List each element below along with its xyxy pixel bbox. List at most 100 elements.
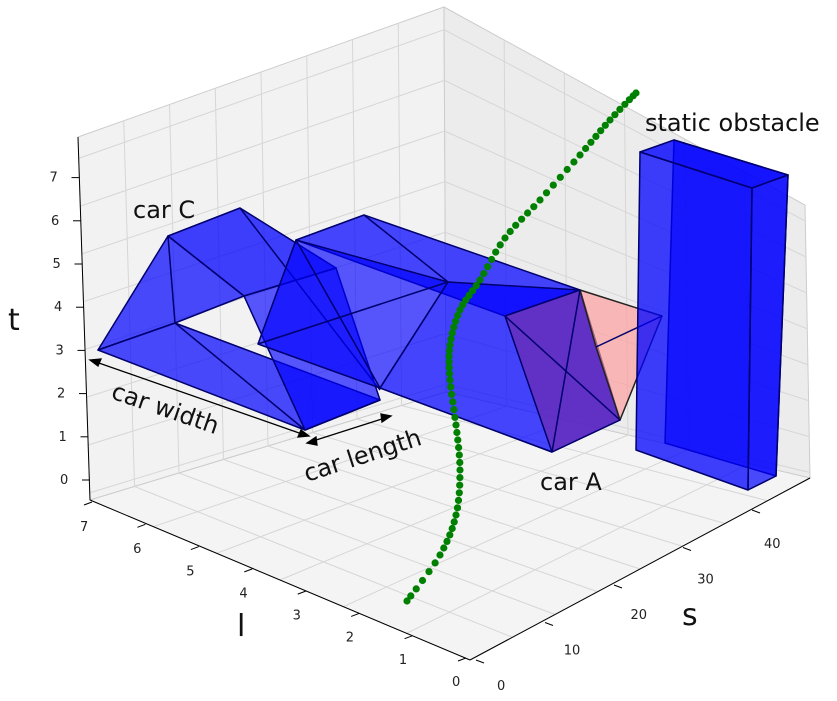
trajectory-point (448, 390, 456, 398)
trajectory-point (556, 173, 564, 181)
trajectory-point (453, 428, 461, 437)
trajectory-point (563, 165, 571, 174)
car-c-edge (174, 322, 306, 431)
trajectory-point (476, 276, 484, 284)
trajectory-point (587, 138, 595, 146)
grid-line (216, 420, 568, 554)
trajectory-point (445, 370, 454, 378)
trajectory-point (453, 504, 462, 512)
trajectory-point (451, 413, 459, 421)
trajectory-point (621, 100, 629, 108)
t-tick-label: 3 (56, 343, 64, 358)
trajectory-point (492, 248, 500, 256)
axis-lines (77, 136, 811, 661)
trajectory-point (469, 287, 477, 295)
car-a-edge (504, 315, 621, 421)
t-tick-label: 7 (50, 171, 58, 186)
grid-line (406, 463, 750, 634)
s-axis-line (469, 477, 811, 661)
trajectory-point (488, 255, 496, 264)
s-tick-mark (751, 509, 761, 514)
static-obstacle-label: static obstacle (645, 109, 820, 137)
trajectory-point (450, 406, 458, 414)
l-tick-label: 2 (346, 631, 354, 646)
t-tick-label: 1 (59, 430, 67, 445)
trajectory-point (455, 443, 463, 452)
t-tick-label: 6 (51, 214, 59, 229)
l-tick-mark (83, 501, 93, 506)
car-a-box (257, 214, 663, 453)
trajectory-point (576, 151, 584, 159)
dimension-arrows (88, 358, 393, 446)
grid-line (153, 405, 507, 528)
trajectory-point (601, 121, 609, 129)
x-axis-title: l (237, 609, 245, 644)
trajectory-point (407, 592, 415, 600)
s-tick-mark (475, 659, 485, 664)
trajectory-point (570, 158, 578, 166)
l-tick-mark (244, 568, 253, 573)
trajectory-point (412, 585, 420, 593)
l-tick-label: 7 (80, 520, 88, 535)
trajectory-point (446, 341, 454, 349)
trajectory-point (530, 203, 538, 211)
l-tick-mark (190, 546, 200, 551)
trajectory-point (403, 597, 411, 605)
s-tick-label: 30 (697, 573, 714, 588)
trajectory-point (524, 209, 532, 217)
l-tick-label: 6 (133, 542, 141, 557)
trajectory-point (446, 531, 454, 539)
s-tick-mark (544, 622, 554, 626)
car-width-arrow (95, 361, 303, 435)
l-tick-mark (350, 612, 360, 617)
trajectory-point (452, 317, 460, 325)
t-axis-line (77, 136, 91, 501)
trajectory-point (445, 352, 453, 360)
s-tick-label: 20 (631, 608, 648, 623)
trajectory-point (536, 196, 544, 204)
trajectory (403, 89, 640, 605)
t-tick-label: 0 (60, 473, 68, 488)
s-tick-mark (682, 547, 692, 551)
trajectory-point (506, 227, 514, 236)
trajectory-point (447, 383, 455, 391)
t-tick-label: 2 (57, 387, 65, 402)
trajectory-point (452, 511, 460, 519)
s-tick-label: 10 (564, 644, 581, 659)
trajectory-point (542, 189, 551, 197)
l-tick-label: 0 (452, 675, 460, 690)
trajectory-point (443, 537, 451, 546)
l-tick-mark (457, 657, 467, 662)
car-length-arrowhead (305, 435, 318, 446)
trajectory-point (448, 524, 456, 533)
trajectory-point (496, 241, 504, 249)
l-tick-label: 3 (293, 609, 301, 624)
car-length-arrow (312, 417, 386, 442)
trajectory-point (592, 132, 600, 140)
car-a-edge (551, 289, 581, 453)
trajectory-point (454, 436, 462, 444)
l-tick-mark (297, 590, 306, 595)
car-width-arrowhead (88, 358, 103, 368)
car-a-label: car A (540, 468, 602, 496)
trajectory-point (512, 221, 520, 229)
grid-line (343, 448, 689, 608)
static-obstacle-box (635, 139, 789, 491)
trajectory-point (480, 270, 488, 278)
trajectory-point (445, 358, 453, 366)
trajectory-point (450, 518, 458, 526)
trajectory-point (452, 421, 460, 429)
car-c-label: car C (133, 196, 195, 224)
s-tick-label: 40 (764, 537, 781, 552)
trajectory-point (456, 458, 464, 467)
trajectory-point (518, 215, 526, 223)
y-axis-title: s (682, 598, 698, 633)
trajectory-point (448, 329, 456, 337)
trajectory-point (447, 335, 455, 343)
trajectory-point (450, 323, 458, 331)
trajectory-point (446, 376, 454, 384)
car-a-edge (257, 281, 449, 345)
trajectory-point (456, 466, 464, 474)
trajectory-point (632, 89, 640, 97)
